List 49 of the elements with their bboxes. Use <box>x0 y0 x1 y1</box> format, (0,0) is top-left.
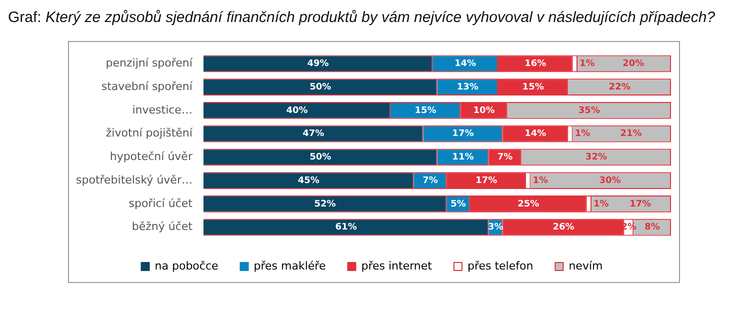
data-label: 11% <box>452 152 474 163</box>
legend-label: přes makléře <box>254 259 326 272</box>
data-label: 10% <box>473 106 495 116</box>
data-label: 50% <box>310 152 332 163</box>
data-label: 15% <box>414 106 436 116</box>
legend-label: nevím <box>568 259 603 272</box>
legend-label: na pobočce <box>154 259 218 272</box>
data-label: 40% <box>286 106 308 116</box>
data-label: 22% <box>608 82 630 92</box>
data-label: 50% <box>310 82 332 92</box>
legend-label: přes telefon <box>467 259 534 272</box>
data-label: 8% <box>644 222 660 233</box>
y-tick-label: stavební spoření <box>101 80 194 93</box>
data-label: 52% <box>314 199 336 210</box>
data-label: 1% <box>579 59 595 70</box>
data-label: 7% <box>497 152 513 163</box>
y-tick-label: penzijní spoření <box>106 56 194 70</box>
data-label: 45% <box>298 176 320 186</box>
data-label: 15% <box>522 82 544 92</box>
data-label: 14% <box>454 59 476 70</box>
data-label: 7% <box>422 176 438 186</box>
data-label: 21% <box>620 129 642 140</box>
data-label: 1% <box>594 199 609 210</box>
data-label: 17% <box>452 129 474 140</box>
data-label: 32% <box>585 152 607 163</box>
data-label: 47% <box>302 129 324 140</box>
data-label: 17% <box>476 176 498 186</box>
data-label: 20% <box>622 59 644 70</box>
y-tick-label: spotřebitelský úvěr… <box>76 173 192 186</box>
data-label: 5% <box>450 199 466 210</box>
data-label: 49% <box>307 59 329 70</box>
legend-label: přes internet <box>361 259 433 272</box>
y-tick-label: investice… <box>132 103 192 116</box>
data-label: 30% <box>599 176 621 186</box>
chart-title: Graf: Který ze způsobů sjednání finančních produktů by vám nejvíce vyhovoval v následujících případech? <box>8 9 716 26</box>
data-label: 26% <box>552 222 574 233</box>
data-label: 17% <box>630 199 652 210</box>
data-label: 1% <box>574 129 590 140</box>
data-label: 16% <box>524 59 546 70</box>
data-label: 25% <box>518 199 540 210</box>
data-label: 14% <box>524 129 546 140</box>
data-label: 35% <box>578 106 600 116</box>
data-label: 13% <box>456 82 478 92</box>
data-label: 1% <box>532 176 548 186</box>
y-tick-label: životní pojištění <box>106 126 194 140</box>
y-tick-label: hypoteční úvěr <box>110 150 193 164</box>
data-label: 61% <box>335 222 357 233</box>
y-tick-label: běžný účet <box>132 220 194 234</box>
y-tick-label: spořicí účet <box>128 196 194 210</box>
